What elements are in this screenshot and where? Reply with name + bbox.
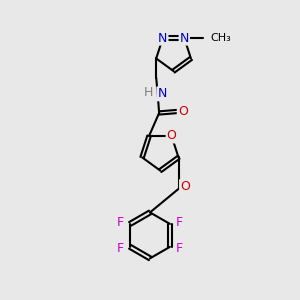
Text: N: N xyxy=(180,32,189,45)
Text: H: H xyxy=(144,86,153,99)
Text: O: O xyxy=(178,105,188,118)
Text: CH₃: CH₃ xyxy=(211,33,232,43)
Text: O: O xyxy=(167,130,176,142)
Text: N: N xyxy=(158,32,167,45)
Text: N: N xyxy=(158,87,167,100)
Text: F: F xyxy=(176,216,183,229)
Text: F: F xyxy=(176,242,183,255)
Text: F: F xyxy=(117,216,124,229)
Text: F: F xyxy=(117,242,124,255)
Text: O: O xyxy=(180,180,190,193)
